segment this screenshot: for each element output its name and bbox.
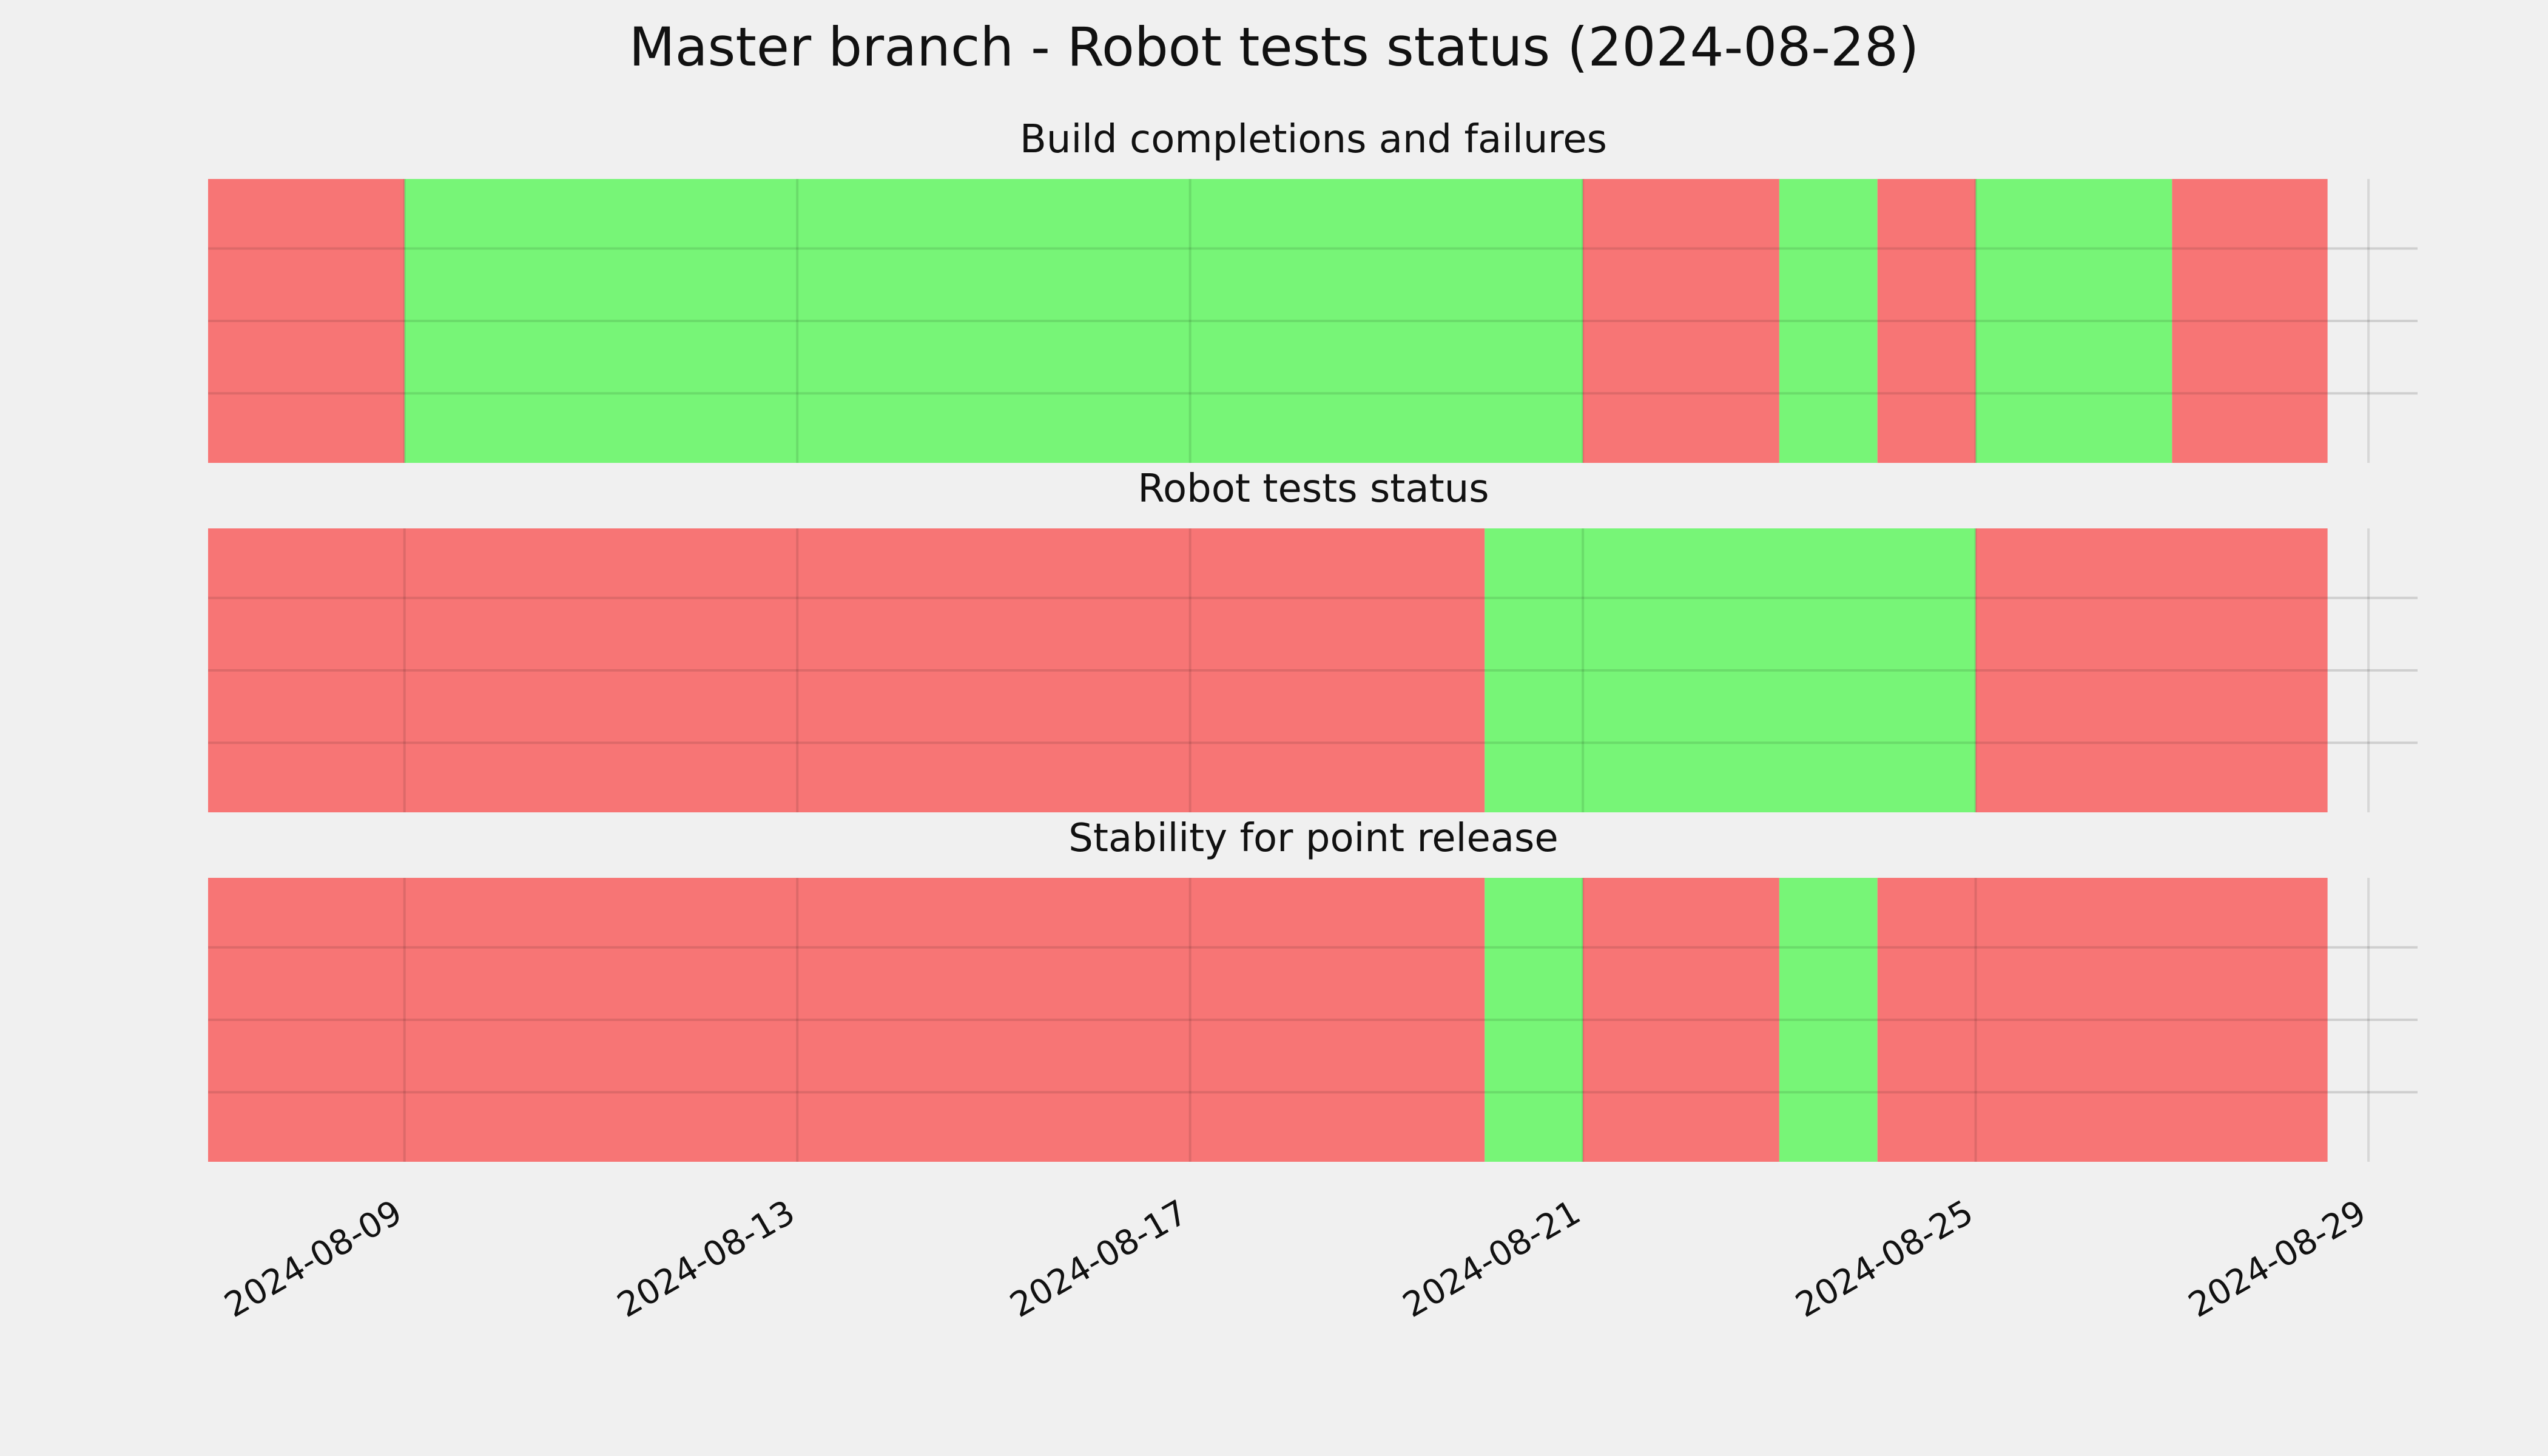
x-tick-label: 2024-08-21 bbox=[1397, 1193, 1587, 1326]
segment-pass bbox=[404, 179, 1583, 463]
panel-1: Build completions and failures bbox=[208, 117, 2418, 463]
segment-fail bbox=[1877, 878, 2328, 1162]
panel-3: Stability for point release bbox=[208, 816, 2418, 1162]
x-tick-label: 2024-08-17 bbox=[1003, 1193, 1194, 1326]
segment-pass bbox=[1485, 528, 1976, 812]
x-tick-label: 2024-08-29 bbox=[2182, 1193, 2373, 1326]
segment-fail bbox=[208, 878, 1485, 1162]
segment-fail bbox=[1975, 528, 2328, 812]
chart-title: Master branch - Robot tests status (2024… bbox=[629, 16, 1919, 78]
segment-fail bbox=[208, 179, 405, 463]
x-tick-label: 2024-08-13 bbox=[611, 1193, 801, 1326]
panel-2: Robot tests status bbox=[208, 467, 2418, 812]
segment-fail bbox=[1583, 878, 1779, 1162]
x-tick-label: 2024-08-09 bbox=[218, 1193, 408, 1326]
segment-fail bbox=[1877, 179, 1976, 463]
segment-pass bbox=[1779, 878, 1878, 1162]
segment-fail bbox=[208, 528, 1485, 812]
panel-title: Stability for point release bbox=[1068, 816, 1559, 861]
panel-title: Build completions and failures bbox=[1020, 117, 1607, 162]
segment-pass bbox=[1485, 878, 1583, 1162]
segment-fail bbox=[2172, 179, 2328, 463]
segment-pass bbox=[1779, 179, 1878, 463]
segment-pass bbox=[1975, 179, 2172, 463]
segment-fail bbox=[1583, 179, 1779, 463]
panel-title: Robot tests status bbox=[1138, 467, 1489, 511]
x-tick-label: 2024-08-25 bbox=[1789, 1193, 1980, 1326]
